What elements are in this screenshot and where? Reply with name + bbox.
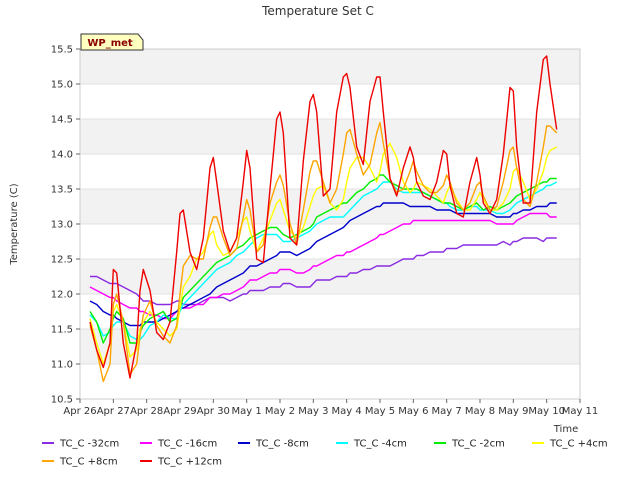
- chart-legend: TC_C -32cm TC_C -16cm TC_C -8cm TC_C -4cm TC…: [42, 439, 608, 468]
- y-tick-label: 12.0: [51, 290, 73, 301]
- y-tick-label: 14.0: [51, 150, 73, 161]
- x-tick-label: Apr 30: [197, 406, 230, 417]
- y-tick-label: 11.5: [51, 325, 73, 336]
- x-tick-label: May 2: [265, 406, 295, 417]
- series-line: [89, 55, 558, 379]
- series-line: [90, 237, 557, 306]
- grid-band: [80, 119, 580, 154]
- x-tick-label: May 1: [232, 406, 262, 417]
- legend-label: TC_C +4cm: [549, 439, 608, 450]
- x-tick-label: Apr 27: [97, 406, 130, 417]
- x-tick-label: May 7: [432, 406, 462, 417]
- annotation-badge: WP_met: [80, 33, 144, 51]
- x-tick-label: May 10: [528, 406, 565, 417]
- y-tick-label: 12.5: [51, 255, 73, 266]
- y-axis-ticks: 10.5 11.0 11.5 12.0 12.5 13.0 13.5 14.0 14.5 15.0…: [51, 45, 80, 406]
- x-tick-label: Apr 28: [130, 406, 163, 417]
- legend-label: TC_C -2cm: [451, 439, 505, 450]
- x-axis-label: Time: [553, 424, 578, 435]
- grid-band: [80, 259, 580, 294]
- grid-band: [80, 49, 580, 84]
- grid-band: [80, 329, 580, 364]
- x-tick-label: Apr 26: [63, 406, 96, 417]
- series-line: [89, 121, 558, 383]
- grid-band: [80, 189, 580, 224]
- y-tick-label: 13.5: [51, 185, 73, 196]
- y-tick-label: 15.0: [51, 80, 73, 91]
- y-axis-label: Temperature (C): [9, 183, 20, 265]
- series-line: [89, 142, 558, 365]
- y-tick-label: 10.5: [51, 395, 73, 406]
- legend-label: TC_C +8cm: [59, 457, 118, 468]
- grid-band: [80, 364, 580, 399]
- grid-band: [80, 224, 580, 259]
- legend-label: TC_C -4cm: [353, 439, 407, 450]
- legend-label: TC_C -16cm: [157, 439, 217, 450]
- x-axis-ticks: Apr 26 Apr 27 Apr 28 Apr 29 Apr 30 May 1 May 2…: [63, 399, 598, 417]
- y-tick-label: 13.0: [51, 220, 73, 231]
- x-tick-label: May 4: [332, 406, 362, 417]
- legend-label: TC_C +12cm: [157, 457, 222, 468]
- x-tick-label: Apr 29: [163, 406, 196, 417]
- y-tick-label: 14.5: [51, 115, 73, 126]
- y-tick-label: 15.5: [51, 45, 73, 56]
- legend-label: TC_C -32cm: [59, 439, 119, 450]
- legend-label: TC_C -8cm: [255, 439, 309, 450]
- x-tick-label: May 5: [365, 406, 395, 417]
- x-tick-label: May 6: [398, 406, 428, 417]
- annotation-box: [80, 33, 144, 51]
- x-tick-label: May 9: [498, 406, 528, 417]
- y-tick-label: 11.0: [51, 360, 73, 371]
- x-tick-label: May 3: [298, 406, 328, 417]
- x-tick-label: May 11: [562, 406, 599, 417]
- x-tick-label: May 8: [465, 406, 495, 417]
- chart-title: Temperature Set C: [261, 4, 374, 18]
- grid-band: [80, 84, 580, 119]
- annotation-text: WP_met: [87, 38, 133, 49]
- chart-series-lines: [89, 55, 558, 383]
